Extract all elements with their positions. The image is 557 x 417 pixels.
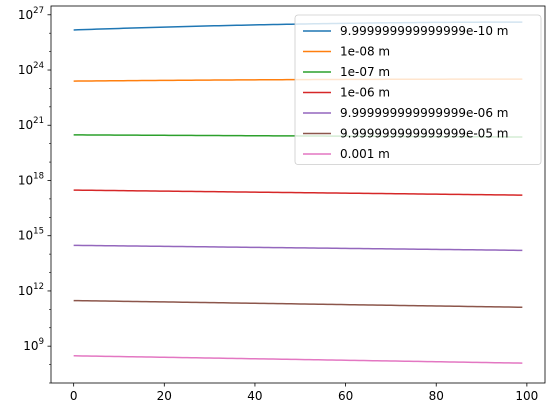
x-tick-label: 100 <box>515 389 538 403</box>
series-line-7 <box>73 355 523 364</box>
legend-label: 1e-08 m <box>340 45 390 59</box>
legend-box <box>294 14 542 165</box>
y-tick-label: 1015 <box>18 227 44 243</box>
y-tick-label: 1018 <box>18 171 44 187</box>
series-line-6 <box>73 299 523 309</box>
legend-label: 0.001 m <box>340 147 390 161</box>
x-tick-label: 40 <box>247 389 262 403</box>
axes-border <box>50 5 546 384</box>
series-line-4 <box>73 189 523 196</box>
legend-label: 1e-06 m <box>340 86 390 100</box>
x-tick-label: 80 <box>429 389 444 403</box>
legend-label: 1e-07 m <box>340 65 390 79</box>
x-tick-label: 60 <box>338 389 353 403</box>
y-tick-label: 109 <box>23 337 44 353</box>
axes-frame <box>50 5 546 384</box>
x-tick-label: 0 <box>70 389 78 403</box>
series-line-5 <box>73 244 523 252</box>
x-tick-label: 20 <box>157 389 172 403</box>
y-tick-label: 1027 <box>18 6 44 22</box>
legend-label: 9.999999999999999e-05 m <box>340 127 508 141</box>
legend-label: 9.999999999999999e-10 m <box>340 24 508 38</box>
legend-label: 9.999999999999999e-06 m <box>340 106 508 120</box>
y-tick-label: 1012 <box>18 282 44 298</box>
y-tick-label: 1021 <box>18 116 44 132</box>
y-tick-label: 1024 <box>18 61 44 77</box>
x-axis-ticks: 0 20 40 60 80 100 <box>70 383 538 403</box>
chart-legend: 9.999999999999999e-10 m 1e-08 m 1e-07 m 1e-… <box>294 14 542 165</box>
y-axis-ticks: 109 1012 1015 1018 1021 1024 1027 <box>18 6 51 384</box>
